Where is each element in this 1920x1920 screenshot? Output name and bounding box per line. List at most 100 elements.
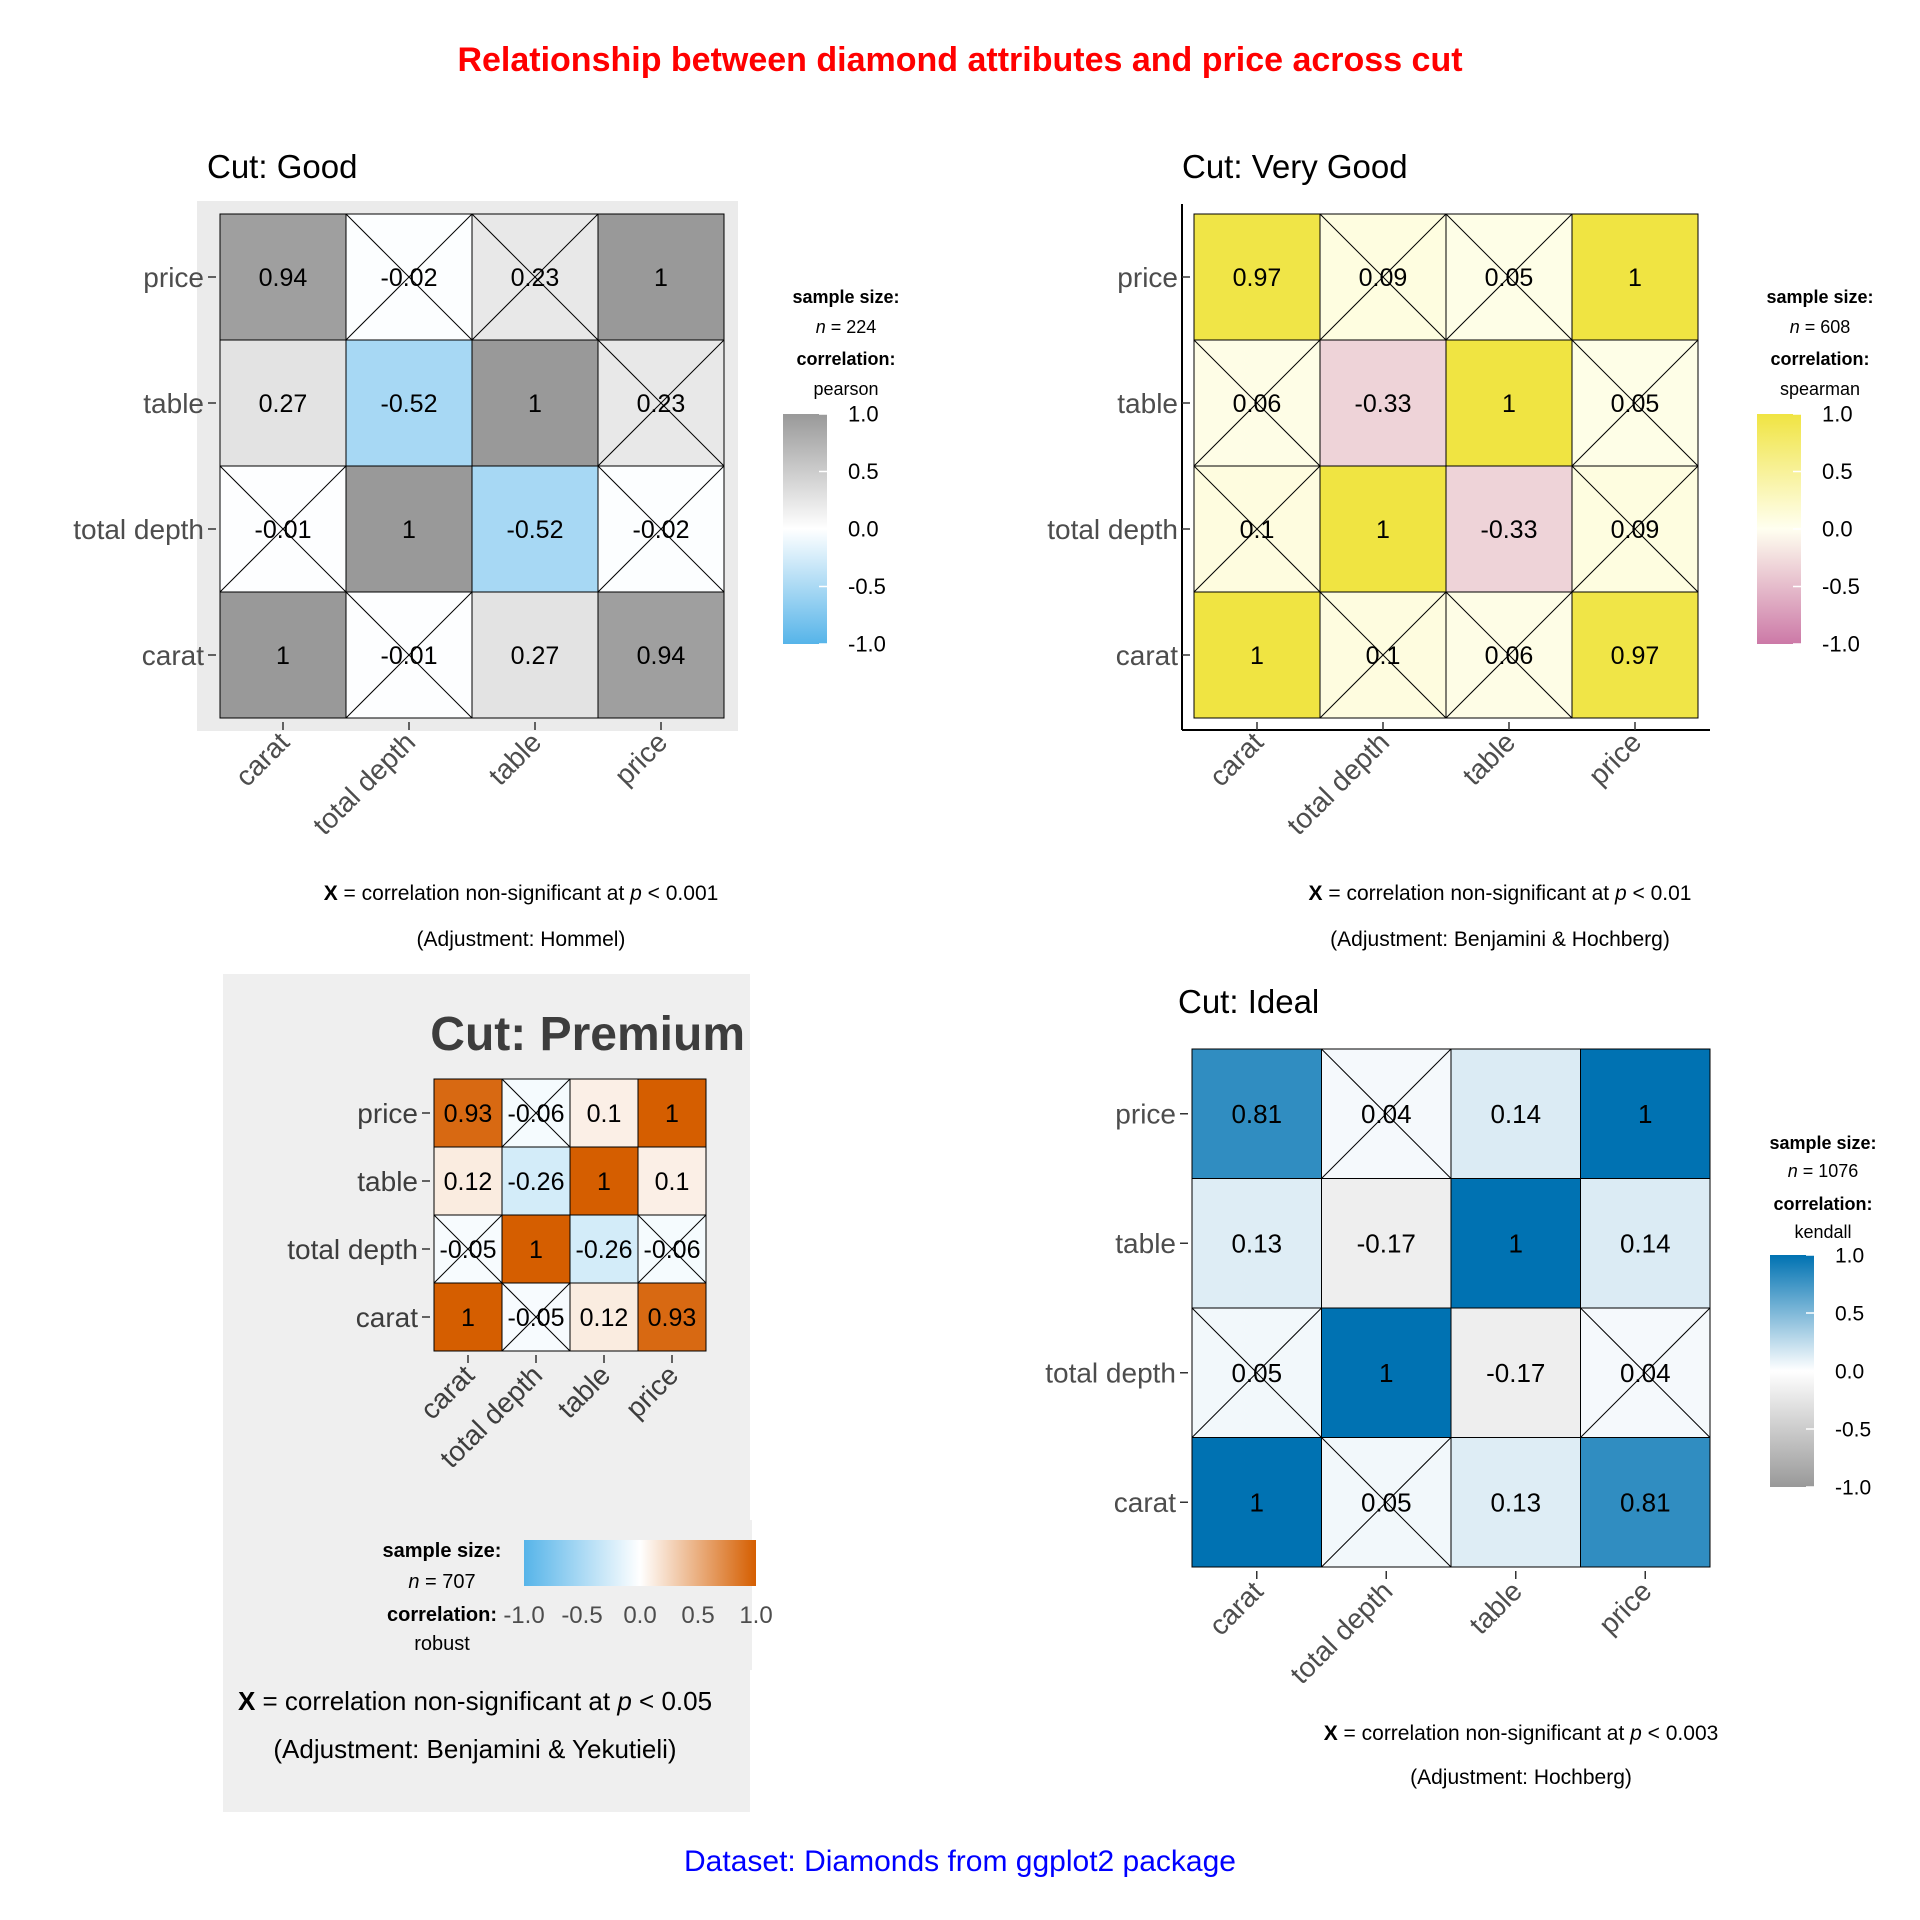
nonsignificant-cross (1445, 213, 1573, 341)
panel-title: Cut: Good (207, 148, 357, 185)
heatmap-cell (569, 1146, 639, 1216)
legend-tick-label: 0.5 (1822, 459, 1853, 484)
heatmap-cell (1191, 1178, 1322, 1309)
adjustment-footnote: (Adjustment: Hommel) (417, 928, 626, 951)
correlation-panel-2: Cut: Very Good 1 0.1 0.06 0.97 0.1 1 -0.33 0.09 0… (1047, 148, 1873, 951)
legend-correlation-value: robust (414, 1633, 470, 1655)
heatmap-cell (471, 465, 599, 593)
figure-title: Relationship between diamond attributes … (457, 41, 1462, 79)
cell-value-label: -0.52 (507, 516, 564, 544)
heatmap-cell (1571, 213, 1699, 341)
y-tick-label: total depth (287, 1234, 418, 1265)
heatmap-cell (637, 1282, 707, 1352)
cell-value-label: 0.27 (511, 642, 560, 670)
legend-tick-label: 1.0 (1835, 1244, 1864, 1267)
y-tick-label: price (357, 1098, 418, 1129)
cell-value-label: -0.26 (508, 1168, 565, 1196)
cell-value-label: 1 (654, 264, 668, 292)
heatmap-cell (1193, 213, 1321, 341)
cell-value-label: 1 (1628, 264, 1642, 292)
nonsignificant-cross (1319, 591, 1447, 719)
nonsignificant-cross (501, 1078, 571, 1148)
heatmap-cell (1580, 1437, 1711, 1568)
legend-sample-size-value: n = 224 (816, 317, 877, 337)
nonsignificant-cross (1571, 465, 1699, 593)
cell-value-label: 0.1 (587, 1100, 622, 1128)
cell-value-label: -0.05 (440, 1236, 497, 1264)
legend-tick-label: 0.5 (681, 1602, 714, 1629)
cell-value-label: -0.17 (1357, 1229, 1416, 1259)
heatmap-cell (1450, 1178, 1581, 1309)
cell-value-label: 0.97 (1233, 264, 1282, 292)
cell-value-label: 0.13 (1231, 1229, 1282, 1259)
adjustment-footnote: (Adjustment: Hochberg) (1410, 1766, 1632, 1789)
cell-value-label: 1 (402, 516, 416, 544)
legend-correlation-value: pearson (813, 379, 878, 399)
heatmap-cell (569, 1078, 639, 1148)
cell-value-label: 0.93 (648, 1304, 697, 1332)
heatmap-cell (1321, 1178, 1452, 1309)
legend-tick-label: 0.0 (1835, 1360, 1864, 1383)
y-tick-label: carat (1116, 640, 1178, 671)
cell-value-label: 0.12 (444, 1168, 493, 1196)
nonsignificant-cross (219, 465, 347, 593)
cell-value-label: 0.94 (259, 264, 308, 292)
y-tick-label: carat (1114, 1487, 1176, 1518)
correlation-panel-1: Cut: Good 1 -0.01 0.27 0.94 -0.01 1 -0.52 -0.02 0… (73, 148, 899, 951)
cell-value-label: 1 (665, 1100, 679, 1128)
nonsignificant-cross (1193, 339, 1321, 467)
y-tick-label: carat (356, 1302, 418, 1333)
nonsignificant-cross (1571, 339, 1699, 467)
cell-value-label: 0.1 (655, 1168, 690, 1196)
y-tick-label: table (1117, 388, 1178, 419)
legend-correlation-label: correlation: (387, 1604, 497, 1626)
panel-title: Cut: Premium (430, 1008, 745, 1061)
heatmap-cell (597, 591, 725, 719)
nonsignificant-cross (433, 1214, 503, 1284)
heatmap-cell (569, 1282, 639, 1352)
nonsignificant-cross (597, 465, 725, 593)
nonsignificant-cross (471, 213, 599, 341)
cell-value-label: 0.23 (637, 390, 686, 418)
legend-sample-size-value: n = 1076 (1788, 1161, 1859, 1181)
legend-correlation-value: kendall (1794, 1222, 1851, 1242)
y-tick-label: total depth (73, 514, 204, 545)
legend-tick-label: -0.5 (1822, 574, 1860, 599)
nonsignificant-cross (1319, 213, 1447, 341)
cell-value-label: 0.93 (444, 1100, 493, 1128)
cell-value-label: 0.05 (1485, 264, 1534, 292)
legend-sample-size-label: sample size: (1769, 1133, 1876, 1153)
cell-value-label: 1 (461, 1304, 475, 1332)
cell-value-label: 0.23 (511, 264, 560, 292)
legend-tick-label: -0.5 (561, 1602, 602, 1629)
heatmap-cell (597, 213, 725, 341)
cell-value-label: 1 (597, 1168, 611, 1196)
legend-tick-label: -1.0 (1835, 1476, 1871, 1499)
correlation-panel-3: Cut: Premium 1 -0.05 0.12 0.93 -0.05 1 -0.26 -0.… (223, 974, 773, 1812)
significance-footnote: X = correlation non-significant at p < 0… (1324, 1722, 1719, 1745)
correlation-panel-4: Cut: Ideal10.050.130.810.051-0.170.040.1… (1045, 983, 1876, 1789)
cell-value-label: 0.1 (1366, 642, 1401, 670)
cell-value-label: -0.02 (381, 264, 438, 292)
heatmap-cell (471, 591, 599, 719)
legend-tick-label: -0.5 (848, 574, 886, 599)
y-tick-label: carat (142, 640, 204, 671)
legend-tick-label: 0.0 (1822, 517, 1853, 542)
cell-value-label: -0.01 (255, 516, 312, 544)
cell-value-label: -0.02 (633, 516, 690, 544)
cell-value-label: 1 (1250, 642, 1264, 670)
legend-sample-size-label: sample size: (383, 1540, 502, 1562)
nonsignificant-cross (1321, 1437, 1452, 1568)
cell-value-label: 0.14 (1490, 1099, 1541, 1129)
legend-correlation-label: correlation: (1773, 1194, 1872, 1214)
nonsignificant-cross (1580, 1307, 1711, 1438)
legend-correlation-label: correlation: (796, 349, 895, 369)
nonsignificant-cross (345, 213, 473, 341)
cell-value-label: 1 (276, 642, 290, 670)
heatmap-cell (1193, 591, 1321, 719)
cell-value-label: -0.26 (576, 1236, 633, 1264)
panel-title: Cut: Ideal (1178, 983, 1319, 1020)
adjustment-footnote: (Adjustment: Benjamini & Yekutieli) (273, 1734, 676, 1764)
cell-value-label: 1 (1250, 1488, 1264, 1518)
